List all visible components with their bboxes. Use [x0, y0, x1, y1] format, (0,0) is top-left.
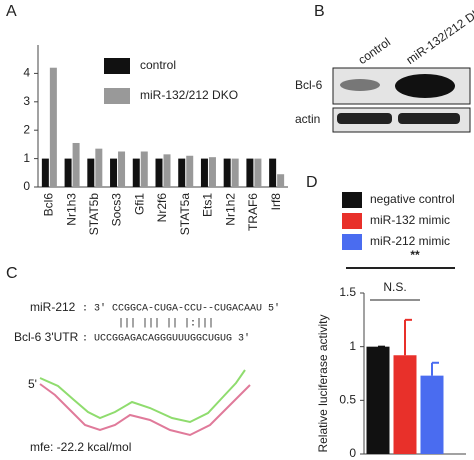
panel-label: D [306, 174, 318, 191]
band [398, 113, 460, 124]
y-tick-label: 0.5 [339, 393, 356, 407]
x-tick-label: Nr1h3 [64, 193, 78, 226]
lane-label: miR-132/212 DKO [404, 0, 474, 67]
legend-swatch [104, 88, 130, 104]
bar [41, 158, 49, 187]
x-tick-label: Nr2f6 [155, 193, 169, 223]
utr-seq: : UCCGGAGACAGGGUUUGGCUGUG 3' [82, 333, 250, 345]
y-tick-label: 1 [349, 339, 356, 353]
band [395, 74, 455, 98]
bar [49, 67, 57, 187]
x-tick-label: Socs3 [110, 193, 124, 227]
panel-label: C [6, 265, 18, 282]
legend-label: miR-132/212 DKO [140, 88, 238, 102]
row-label: actin [295, 112, 320, 126]
bar [132, 158, 140, 187]
mfe: mfe: -22.2 kcal/mol [30, 440, 131, 454]
y-tick-label: 3 [23, 94, 30, 108]
bar [163, 154, 171, 187]
x-tick-label: Nr1h2 [223, 193, 237, 226]
x-tick-label: Irf8 [269, 193, 283, 211]
bar [366, 346, 390, 454]
utr-label: Bcl-6 3'UTR [14, 330, 79, 344]
legend-swatch [342, 213, 362, 229]
bar [200, 158, 208, 187]
rna-structure [39, 383, 251, 437]
x-tick-label: Bcl6 [42, 193, 56, 217]
bar [155, 158, 163, 187]
lane-label: control [356, 35, 394, 67]
bar [420, 375, 444, 454]
bar [208, 157, 216, 187]
legend-label: control [140, 58, 176, 72]
row-label: Bcl-6 [295, 78, 323, 92]
legend-label: miR-212 mimic [370, 234, 450, 248]
bar [95, 148, 103, 187]
y-tick-label: 0 [23, 179, 30, 193]
legend-swatch [342, 192, 362, 208]
y-tick-label: 1.5 [339, 285, 356, 299]
bar [231, 158, 239, 187]
panel-label: B [314, 3, 325, 20]
bar [72, 142, 80, 187]
bar [64, 158, 72, 187]
band [337, 113, 392, 124]
bar [277, 174, 285, 187]
y-tick-label: 4 [23, 66, 30, 80]
bar [269, 158, 277, 187]
pairing: ||| ||| || |:||| [118, 318, 214, 330]
mirna-label: miR-212 [30, 300, 76, 314]
bar [87, 158, 95, 187]
band [340, 79, 380, 91]
panel-label: A [6, 3, 17, 20]
y-tick-label: 1 [23, 151, 30, 165]
y-tick-label: 2 [23, 122, 30, 136]
legend-label: miR-132 mimic [370, 213, 450, 227]
rna-structure [39, 369, 246, 424]
mirna-seq: : 3' CCGGCA-CUGA-CCU--CUGACAAU 5' [82, 303, 280, 315]
legend-label: negative control [370, 192, 455, 206]
five-prime: 5' [28, 377, 37, 391]
bar [246, 158, 254, 187]
bar [178, 158, 186, 187]
bar [110, 158, 118, 187]
y-tick-label: 0 [349, 446, 356, 460]
bar [186, 155, 194, 187]
legend-swatch [104, 58, 130, 74]
annotation: ** [410, 248, 420, 262]
bar [393, 355, 417, 454]
annotation: N.S. [383, 280, 406, 294]
bar [118, 151, 126, 187]
y-axis-label: Relative luciferase activity [316, 314, 330, 452]
x-tick-label: TRAF6 [246, 193, 260, 231]
bar [254, 158, 262, 187]
bar [140, 151, 148, 187]
x-tick-label: Ets1 [201, 193, 215, 217]
x-tick-label: STAT5a [178, 193, 192, 236]
x-tick-label: Gfi1 [132, 193, 146, 215]
x-tick-label: STAT5b [87, 193, 101, 236]
legend-swatch [342, 234, 362, 250]
bar [223, 158, 231, 187]
